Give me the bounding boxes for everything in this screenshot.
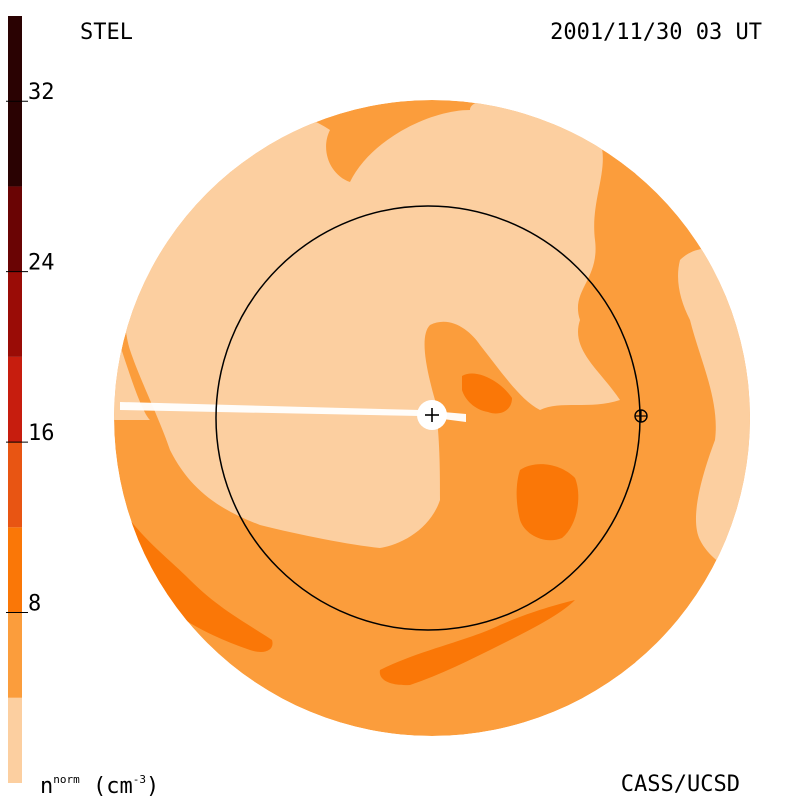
earth-orbit-circle [215, 205, 641, 631]
observatory-label: STEL [80, 20, 133, 45]
colorbar-unit-label: nnorm (cm-3) [40, 773, 160, 799]
colorbar-step [8, 697, 22, 783]
colorbar [8, 16, 22, 783]
sun-icon [417, 400, 447, 430]
medium-density-region-bottom-left [120, 520, 273, 652]
sun-streak [120, 402, 466, 422]
colorbar-ticks: 8 16 24 32 [6, 80, 55, 617]
low-density-region-left-edge [114, 320, 150, 420]
timestamp-label: 2001/11/30 03 UT [550, 20, 762, 45]
medium-density-region-right [516, 464, 579, 541]
credit-label: CASS/UCSD [620, 772, 740, 797]
earth-icon [634, 409, 648, 423]
colorbar-step [8, 186, 22, 272]
colorbar-tick-label: 24 [28, 251, 55, 276]
medium-density-region-bottom [379, 600, 575, 686]
colorbar-step [8, 442, 22, 528]
colorbar-tick-label: 32 [28, 80, 55, 105]
colorbar-tick-label: 8 [28, 592, 41, 617]
colorbar-tick-label: 16 [28, 421, 55, 446]
medium-density-region-center [462, 373, 512, 414]
colorbar-step [8, 356, 22, 443]
low-density-region-right-edge [678, 248, 750, 580]
colorbar-step [8, 527, 22, 613]
low-density-region-main [123, 100, 620, 548]
colorbar-step [8, 271, 22, 357]
colorbar-step [8, 612, 22, 698]
